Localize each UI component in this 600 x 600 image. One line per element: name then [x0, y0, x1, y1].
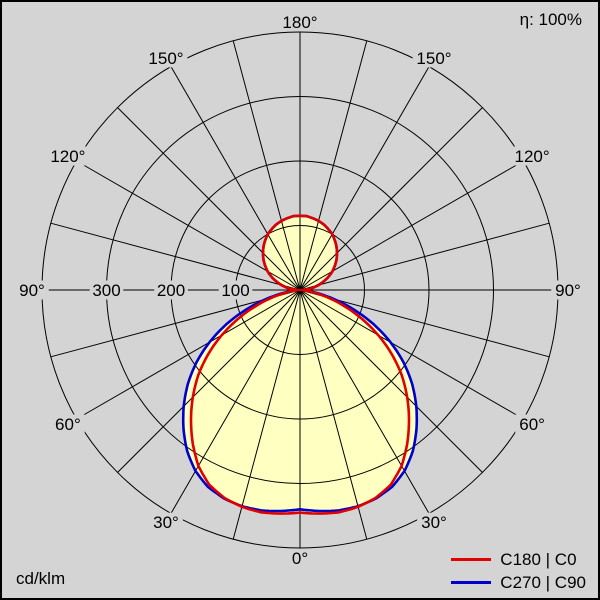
grid-spoke-330 — [170, 66, 301, 291]
grid-spoke-135 — [299, 289, 483, 473]
legend-item-c270-c90: C270 | C90 — [451, 571, 586, 594]
grid-spoke-195 — [232, 289, 301, 540]
angle-label-30-right: 30° — [421, 513, 447, 532]
angle-label-0: 0° — [292, 549, 308, 568]
angle-label-90-left-bg — [15, 280, 49, 300]
radial-tick-label-300: 300 — [92, 281, 120, 300]
angle-label-180-bg — [278, 12, 322, 32]
angle-label-150-right-bg — [412, 48, 456, 68]
grid-spoke-255 — [50, 289, 301, 358]
angle-label-120-right-bg — [510, 146, 554, 166]
efficiency-label: η: 100% — [519, 10, 582, 29]
grid-spoke-105 — [299, 289, 550, 358]
grid-spoke-15 — [299, 40, 368, 291]
angle-label-60-left: 60° — [55, 415, 81, 434]
angle-label-30-left: 30° — [153, 513, 179, 532]
angle-label-120-left-bg — [46, 146, 90, 166]
legend-line-c180-c0-icon — [451, 558, 492, 561]
radial-tick-label-100: 100 — [221, 281, 249, 300]
radial-tick-label-300-bg — [89, 280, 124, 300]
grid-spoke-225 — [117, 289, 301, 473]
angle-label-90-right-bg — [551, 280, 585, 300]
grid-spoke-210 — [170, 289, 301, 514]
radial-tick-label-200: 200 — [157, 281, 185, 300]
radial-tick-label-200-bg — [154, 280, 188, 300]
grid-spoke-165 — [299, 289, 368, 540]
radial-tick-label-100-bg — [218, 280, 253, 300]
angle-label-120-left: 120° — [50, 147, 85, 166]
grid-spoke-240 — [76, 289, 301, 420]
legend-label-c180-c0: C180 | C0 — [500, 549, 577, 569]
angle-label-60-right: 60° — [519, 415, 545, 434]
angle-label-120-right: 120° — [515, 147, 550, 166]
angle-label-60-right-bg — [515, 414, 549, 434]
angle-label-30-right-bg — [417, 512, 451, 532]
grid-spoke-150 — [299, 289, 430, 514]
grid-spoke-75 — [299, 222, 550, 291]
angle-label-150-right: 150° — [416, 49, 451, 68]
angle-label-180: 180° — [282, 13, 317, 32]
unit-label: cd/klm — [16, 569, 66, 588]
angle-label-30-left-bg — [149, 512, 183, 532]
grid-spoke-345 — [232, 40, 301, 291]
grid-spoke-45 — [299, 107, 483, 291]
angle-label-150-left: 150° — [148, 49, 183, 68]
angle-label-150-left-bg — [144, 48, 188, 68]
legend: C180 | C0 C270 | C90 — [451, 548, 586, 594]
grid-spoke-120 — [299, 289, 524, 420]
legend-line-c270-c90-icon — [451, 581, 492, 584]
angle-label-90-left: 90° — [19, 281, 45, 300]
angle-label-90-right: 90° — [555, 281, 581, 300]
curve-c180-c0 — [189, 214, 411, 515]
angle-label-60-left-bg — [51, 414, 85, 434]
grid-spoke-315 — [117, 107, 301, 291]
legend-item-c180-c0: C180 | C0 — [451, 548, 586, 571]
angle-label-0-bg — [287, 548, 313, 568]
legend-label-c270-c90: C270 | C90 — [500, 572, 586, 592]
grid-spoke-300 — [76, 160, 301, 291]
grid-spoke-60 — [299, 160, 524, 291]
grid-spoke-285 — [50, 222, 301, 291]
grid-spoke-30 — [299, 66, 430, 291]
